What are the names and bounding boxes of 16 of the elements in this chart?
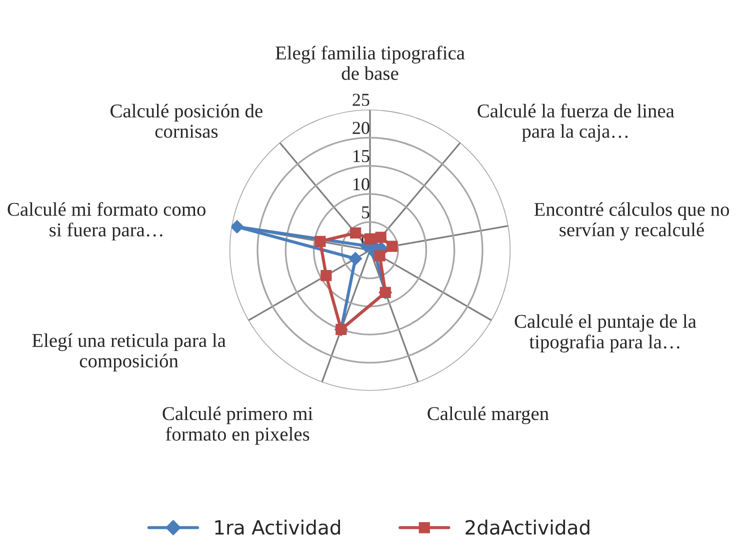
spoke-label: Calculé mi formato como si fuera para… bbox=[8, 202, 206, 240]
legend-label: 2daActividad bbox=[466, 520, 590, 535]
spoke-label: Calculé primero mi formato en pixeles bbox=[162, 406, 313, 445]
spoke-label: Calculé el puntaje de la tipografia para la… bbox=[514, 314, 696, 352]
y-tick-label: 15 bbox=[354, 150, 370, 162]
spoke-label: Calculé margen bbox=[428, 406, 549, 424]
spoke-label: Calculé la fuerza de linea para la caja… bbox=[478, 104, 674, 142]
legend-label: 1ra Actividad bbox=[215, 520, 340, 535]
spoke-label: Elegí familia tipografica de base bbox=[276, 46, 465, 80]
y-tick-label: 25 bbox=[352, 94, 370, 106]
y-tick-label: 20 bbox=[352, 122, 370, 134]
spoke-label: Calculé posición de cornisas bbox=[110, 104, 262, 138]
spoke-label: Elegí una reticula para la composición bbox=[32, 333, 226, 372]
spoke-label: Encontré cálculos que no servían y recalculé bbox=[534, 202, 730, 240]
y-tick-label: 5 bbox=[362, 206, 370, 218]
y-tick-label: 10 bbox=[354, 178, 370, 190]
